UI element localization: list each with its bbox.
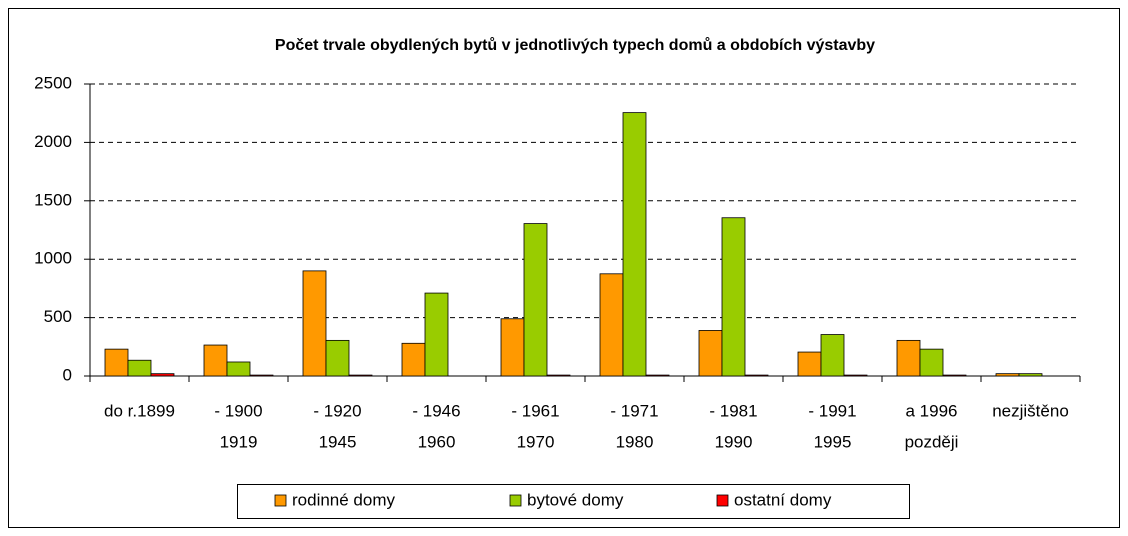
bar	[843, 374, 868, 377]
y-tick-label: 500	[44, 307, 72, 326]
bar	[546, 374, 571, 377]
x-tick-label: - 1900	[214, 401, 262, 420]
x-tick-label: 1980	[616, 432, 654, 451]
bar	[226, 361, 251, 377]
x-tick-label: 1960	[418, 432, 456, 451]
x-tick-label: - 1961	[511, 401, 559, 420]
bar	[896, 339, 921, 377]
bar	[249, 374, 274, 377]
chart-border	[8, 8, 1120, 528]
bar	[203, 344, 228, 377]
bar	[599, 273, 624, 377]
y-tick-label: 1500	[34, 190, 72, 209]
x-tick-label: a 1996	[906, 401, 958, 420]
legend-box	[237, 484, 910, 519]
x-tick-label: 1970	[517, 432, 555, 451]
chart-title: Počet trvale obydlených bytů v jednotliv…	[275, 37, 875, 54]
x-tick-label: - 1920	[313, 401, 361, 420]
bar	[622, 112, 647, 377]
y-tick-label: 0	[63, 365, 72, 384]
bar	[797, 351, 822, 377]
bar	[150, 373, 175, 377]
x-tick-label: 1995	[814, 432, 852, 451]
legend-label: bytové domy	[527, 490, 624, 509]
bar	[919, 348, 944, 377]
legend-label: ostatní domy	[734, 490, 832, 509]
x-tick-label: do r.1899	[104, 401, 175, 420]
bar	[348, 374, 373, 377]
bar	[302, 270, 327, 377]
x-tick-label: později	[905, 432, 959, 451]
bar	[523, 223, 548, 377]
legend-swatch	[509, 494, 522, 507]
legend-swatch	[274, 494, 287, 507]
x-tick-label: - 1946	[412, 401, 460, 420]
legend-swatch	[716, 494, 729, 507]
legend-label: rodinné domy	[292, 490, 396, 509]
bar	[744, 374, 769, 377]
x-tick-label: nezjištěno	[992, 401, 1069, 420]
x-tick-label: - 1991	[808, 401, 856, 420]
bar	[721, 217, 746, 377]
y-tick-label: 1000	[34, 249, 72, 268]
y-tick-label: 2000	[34, 132, 72, 151]
bar	[1018, 373, 1043, 377]
bar	[995, 373, 1020, 377]
bar	[401, 342, 426, 377]
bar	[500, 318, 525, 377]
bar	[820, 334, 845, 377]
x-tick-label: 1990	[715, 432, 753, 451]
bar	[325, 339, 350, 377]
bar	[645, 374, 670, 377]
bar	[104, 348, 129, 377]
y-tick-label: 2500	[34, 73, 72, 92]
x-tick-label: 1945	[319, 432, 357, 451]
bar	[127, 359, 152, 377]
bar	[424, 292, 449, 377]
bar	[942, 374, 967, 377]
x-tick-label: 1919	[220, 432, 258, 451]
x-tick-label: - 1971	[610, 401, 658, 420]
x-tick-label: - 1981	[709, 401, 757, 420]
bar	[698, 330, 723, 377]
